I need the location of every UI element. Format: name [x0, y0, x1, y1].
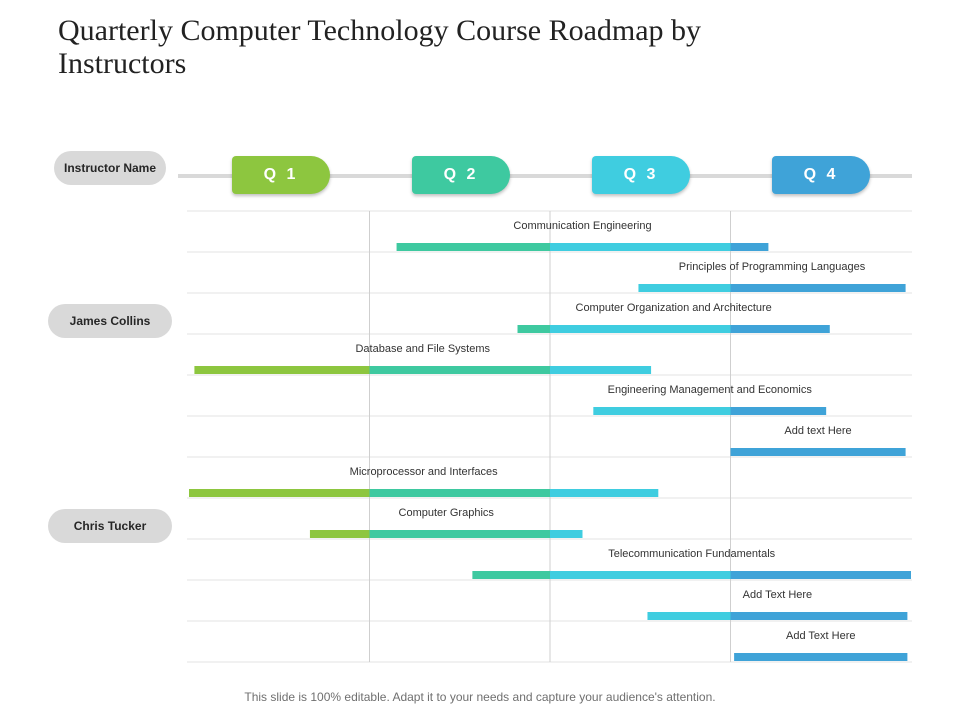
task-bar-segment: [734, 653, 908, 661]
task-bar-segment: [730, 571, 911, 579]
task-bar-segment: [550, 366, 652, 374]
task-label: Add Text Here: [786, 630, 856, 642]
task-bar-segment: [550, 489, 659, 497]
task-bar-segment: [550, 571, 731, 579]
quarter-tab-q2[interactable]: Q 2: [412, 156, 510, 194]
quarter-tab-q3[interactable]: Q 3: [592, 156, 690, 194]
task-bar-segment: [647, 612, 731, 620]
quarter-tab-q4[interactable]: Q 4: [772, 156, 870, 194]
task-bar-segment: [550, 243, 731, 251]
task-label: Communication Engineering: [513, 220, 651, 232]
quarter-tab-q1[interactable]: Q 1: [232, 156, 330, 194]
task-bar-segment: [550, 325, 731, 333]
task-bar-segment: [194, 366, 370, 374]
task-bar-segment: [517, 325, 550, 333]
task-bar-segment: [593, 407, 731, 415]
task-bar-segment: [730, 243, 769, 251]
task-bar-segment: [730, 612, 908, 620]
task-bar-segment: [472, 571, 550, 579]
task-bar-segment: [396, 243, 550, 251]
instructor-pill-james-collins[interactable]: James Collins: [48, 304, 172, 338]
task-label: Computer Organization and Architecture: [576, 302, 772, 314]
task-label: Principles of Programming Languages: [679, 261, 866, 273]
task-label: Telecommunication Fundamentals: [608, 548, 775, 560]
task-label: Add text Here: [784, 425, 851, 437]
task-bar-segment: [369, 489, 550, 497]
task-bar-segment: [730, 407, 827, 415]
task-bar-segment: [369, 530, 550, 538]
task-label: Engineering Management and Economics: [608, 384, 813, 396]
task-label: Add Text Here: [743, 589, 813, 601]
task-label: Microprocessor and Interfaces: [350, 466, 498, 478]
task-bar-segment: [309, 530, 370, 538]
task-bar-segment: [638, 284, 731, 292]
instructor-name-header: Instructor Name: [54, 151, 166, 185]
task-bar-segment: [550, 530, 583, 538]
task-label: Computer Graphics: [399, 507, 495, 519]
page-title: Quarterly Computer Technology Course Roa…: [58, 14, 702, 80]
task-label: Database and File Systems: [355, 343, 490, 355]
footer-note: This slide is 100% editable. Adapt it to…: [244, 690, 716, 704]
task-bar-segment: [730, 284, 906, 292]
task-bar-segment: [730, 448, 906, 456]
task-bar-segment: [189, 489, 370, 497]
instructor-pill-chris-tucker[interactable]: Chris Tucker: [48, 509, 172, 543]
task-bar-segment: [369, 366, 550, 374]
task-bar-segment: [730, 325, 830, 333]
timeline-line: [178, 174, 912, 178]
